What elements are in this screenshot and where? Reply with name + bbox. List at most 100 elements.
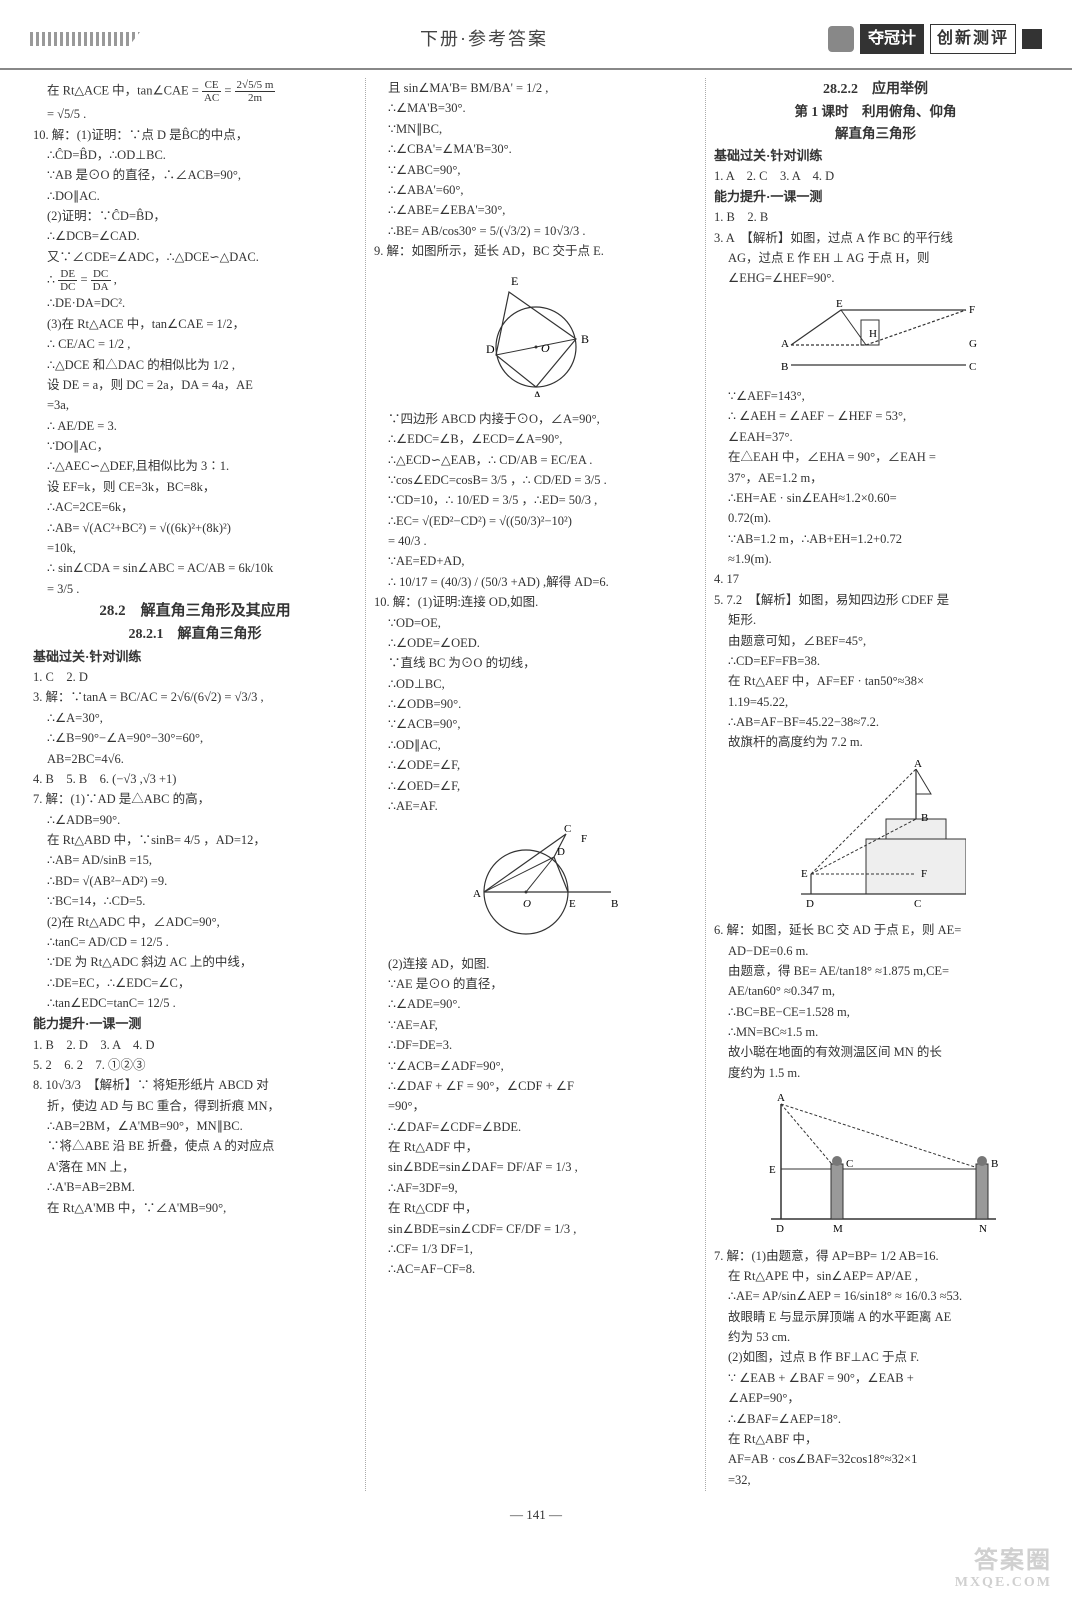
text-line: AG，过点 E 作 EH ⊥ AG 于点 H，则 — [714, 249, 1037, 268]
text-line: ∴BD= √(AB²−AD²) =9. — [33, 872, 357, 891]
text-line: ∴∠OED=∠F, — [374, 777, 697, 796]
text-line: ∴CD=EF=FB=38. — [714, 652, 1037, 671]
svg-text:D: D — [557, 846, 565, 858]
svg-text:B: B — [991, 1158, 998, 1170]
text-line: ∴AB= √(AC²+BC²) = √((6k)²+(8k)²) — [33, 519, 357, 538]
text-line: ∴∠DAF + ∠F = 90°，∠CDF + ∠F — [374, 1077, 697, 1096]
text-line: ∴ DEDC = DCDA , — [33, 268, 357, 293]
text-line: ∵∠ACB=∠ADF=90°, — [374, 1057, 697, 1076]
text-line: 在 Rt△A'MB 中，∵∠A'MB=90°, — [33, 1199, 357, 1218]
text-line: ∴AB=2BM，∠A'MB=90°，MN∥BC. — [33, 1117, 357, 1136]
text-line: ∵∠ABC=90°, — [374, 161, 697, 180]
svg-text:F: F — [921, 868, 927, 880]
text-line: ∵直线 BC 为⊙O 的切线， — [374, 654, 697, 673]
text-line: ∴AC=2CE=6k， — [33, 498, 357, 517]
text-line: (2)连接 AD，如图. — [374, 955, 697, 974]
svg-text:A: A — [533, 388, 542, 397]
text-line: AE/tan60° ≈0.347 m, — [714, 982, 1037, 1001]
text-line: ∵DO∥AC， — [33, 437, 357, 456]
svg-text:B: B — [921, 812, 928, 824]
text-line: (2)证明：∵ĈD=B̂D， — [33, 207, 357, 226]
text-line: (2)如图，过点 B 作 BF⊥AC 于点 F. — [714, 1348, 1037, 1367]
text-line: 9. 解：如图所示，延长 AD，BC 交于点 E. — [374, 242, 697, 261]
column-2: 且 sin∠MA'B= BM/BA' = 1/2 , ∴∠MA'B=30°. ∵… — [365, 78, 705, 1491]
text-line: 10. 解：(1)证明:连接 OD,如图. — [374, 593, 697, 612]
text-line: ∵MN∥BC, — [374, 120, 697, 139]
diagram-flagpole: A B E F D C — [714, 759, 1037, 915]
text-line: ∴∠ABE=∠EBA'=30°, — [374, 201, 697, 220]
subsection-title: 28.2.1 解直角三角形 — [33, 624, 357, 646]
lesson-title: 第 1 课时 利用俯角、仰角 — [714, 102, 1037, 123]
text-line: ∴∠BAF=∠AEP=18°. — [714, 1410, 1037, 1429]
text-line: ∴∠DAF=∠CDF=∠BDE. — [374, 1118, 697, 1137]
text-line: ∵DE 为 Rt△ADC 斜边 AC 上的中线， — [33, 953, 357, 972]
text-line: ∴tan∠EDC=tanC= 12/5 . — [33, 994, 357, 1013]
subhead: 基础过关·针对训练 — [33, 647, 357, 667]
text-line: ∴A'B=AB=2BM. — [33, 1178, 357, 1197]
text-line: ∴EH=AE · sin∠EAH≈1.2×0.60= — [714, 489, 1037, 508]
text-line: =3a, — [33, 396, 357, 415]
text-line: ∴AC=AF−CF=8. — [374, 1260, 697, 1279]
text-line: ∴∠A=30°, — [33, 709, 357, 728]
text-line: ∴OD∥AC, — [374, 736, 697, 755]
header-corner-icon — [1022, 29, 1042, 49]
text-line: ∵∠ACB=90°, — [374, 715, 697, 734]
text-line: ∴∠DCB=∠CAD. — [33, 227, 357, 246]
text-line: AD−DE=0.6 m. — [714, 942, 1037, 961]
text-line: 约为 53 cm. — [714, 1328, 1037, 1347]
text-line: ∵cos∠EDC=cosB= 3/5 ，∴ CD/ED = 3/5 . — [374, 471, 697, 490]
text-line: AF=AB · cos∠BAF=32cos18°≈32×1 — [714, 1450, 1037, 1469]
svg-text:A: A — [777, 1092, 785, 1104]
text-line: ∵AB=1.2 m，∴AB+EH=1.2+0.72 — [714, 530, 1037, 549]
subhead: 能力提升·一课一测 — [714, 187, 1037, 207]
text-line: ∴△ECD∽△EAB，∴ CD/AB = EC/EA . — [374, 451, 697, 470]
text-line: ∠AEP=90°， — [714, 1389, 1037, 1408]
svg-text:B: B — [781, 361, 788, 373]
text-line: ∴ sin∠CDA = sin∠ABC = AC/AB = 6k/10k — [33, 559, 357, 578]
text-line: ∴OD⊥BC, — [374, 675, 697, 694]
text-line: 5. 2 6. 2 7. ①②③ — [33, 1056, 357, 1075]
text-line: ∴ 10/17 = (40/3) / (50/3 +AD) ,解得 AD=6. — [374, 573, 697, 592]
text-line: =32, — [714, 1471, 1037, 1490]
text-line: 又∵∠CDE=∠ADC，∴△DCE∽△DAC. — [33, 248, 357, 267]
svg-text:E: E — [569, 898, 576, 910]
svg-text:F: F — [969, 304, 975, 316]
svg-text:C: C — [969, 361, 976, 373]
text-line: ∴AB= AD/sinB =15, — [33, 851, 357, 870]
text-line: ∴DO∥AC. — [33, 187, 357, 206]
text-line: (2)在 Rt△ADC 中，∠ADC=90°, — [33, 913, 357, 932]
subsection-title: 28.2.2 应用举例 — [714, 79, 1037, 101]
svg-text:A: A — [914, 759, 922, 770]
text-line: ∴∠ODB=90°. — [374, 695, 697, 714]
svg-text:E: E — [836, 298, 843, 310]
diagram-parallelogram: E F A H G B C — [714, 295, 1037, 381]
svg-text:E: E — [769, 1164, 776, 1176]
text-line: ∴∠ADE=90°. — [374, 995, 697, 1014]
page-body: 在 Rt△ACE 中，tan∠CAE = CEAC = 2√5/5 m2m = … — [0, 70, 1072, 1501]
text-line: ∴BC=BE−CE=1.528 m, — [714, 1003, 1037, 1022]
text-line: ∴AB=AF−BF=45.22−38≈7.2. — [714, 713, 1037, 732]
text-line: A'落在 MN 上， — [33, 1158, 357, 1177]
svg-text:F: F — [581, 833, 587, 845]
svg-text:E: E — [801, 868, 808, 880]
text-line: 1. C 2. D — [33, 668, 357, 687]
text-line: 在 Rt△ACE 中，tan∠CAE = CEAC = 2√5/5 m2m — [33, 79, 357, 104]
svg-text:G: G — [969, 338, 977, 350]
text-line: ∴AE=AF. — [374, 797, 697, 816]
text-line: 在 Rt△ADF 中， — [374, 1138, 697, 1157]
text-line: ∠EHG=∠HEF=90°. — [714, 269, 1037, 288]
svg-text:A: A — [781, 338, 789, 350]
text-line: ∠EAH=37°. — [714, 428, 1037, 447]
text-line: 折，使边 AD 与 BC 重合，得到折痕 MN， — [33, 1097, 357, 1116]
text-line: ∵ ∠EAB + ∠BAF = 90°，∠EAB + — [714, 1369, 1037, 1388]
text-line: = 3/5 . — [33, 580, 357, 599]
diagram-circle-1: E D O B A — [374, 267, 697, 403]
text-line: 故眼睛 E 与显示屏顶端 A 的水平距离 AE — [714, 1308, 1037, 1327]
text-line: 5. 7.2 【解析】如图，易知四边形 CDEF 是 — [714, 591, 1037, 610]
text-line: ∴ ∠AEH = ∠AEF − ∠HEF = 53°, — [714, 407, 1037, 426]
text-line: 1. B 2. D 3. A 4. D — [33, 1036, 357, 1055]
svg-text:A: A — [473, 888, 481, 900]
text-line: ∵四边形 ABCD 内接于⊙O，∠A=90°, — [374, 410, 697, 429]
svg-text:B: B — [581, 332, 589, 346]
subhead: 基础过关·针对训练 — [714, 146, 1037, 166]
